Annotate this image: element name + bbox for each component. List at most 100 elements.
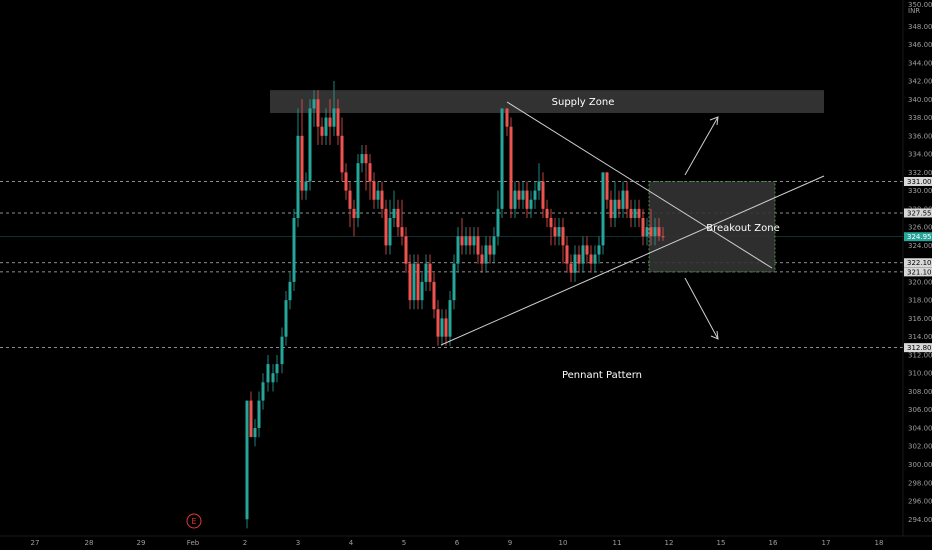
candle — [645, 217, 649, 246]
annotations: Breakout Zone Pennant Pattern E — [186, 223, 780, 529]
candle — [266, 354, 270, 392]
candle-body — [621, 190, 625, 209]
candle — [585, 236, 589, 264]
time-tick-label: 16 — [769, 539, 778, 547]
trend-line[interactable] — [506, 101, 773, 269]
candle — [304, 172, 308, 200]
candle — [308, 99, 312, 191]
pennant-pattern-label: Pennant Pattern — [562, 370, 642, 381]
time-tick-label: 6 — [455, 539, 460, 547]
candle-body — [617, 199, 621, 209]
candle — [432, 272, 436, 319]
candle — [460, 217, 464, 255]
price-tick-label: 296.00 — [908, 498, 932, 506]
price-level-label: 322.10 — [907, 259, 932, 267]
candle — [509, 117, 513, 218]
candle — [271, 364, 275, 392]
candle-body — [266, 364, 270, 383]
candle — [416, 254, 420, 310]
candle-body — [633, 208, 637, 218]
candle — [392, 190, 396, 228]
candle-body — [308, 108, 312, 182]
earnings-marker[interactable]: E — [186, 513, 202, 529]
time-axis[interactable]: 27 28 29 Feb 2 3 4 5 6 9 10 11 12 15 16 17 18 — [0, 535, 932, 547]
candle — [605, 172, 609, 209]
candle-body — [492, 236, 496, 255]
candle — [464, 227, 468, 255]
candle — [348, 181, 352, 228]
supply-zone-label: Supply Zone — [552, 97, 615, 108]
candle — [424, 254, 428, 292]
price-tick-label: 318.00 — [908, 297, 932, 305]
time-tick-label: 4 — [349, 539, 354, 547]
candle — [537, 163, 541, 200]
candle — [573, 245, 577, 282]
candle-body — [416, 263, 420, 301]
candle — [396, 199, 400, 237]
price-tick-label: 304.00 — [908, 424, 932, 432]
trend-line[interactable] — [684, 116, 719, 176]
trend-line[interactable] — [440, 175, 825, 346]
candle-body — [601, 172, 605, 246]
candle — [296, 108, 300, 228]
candle-body — [476, 236, 480, 255]
candle-body — [605, 172, 609, 200]
candle — [541, 172, 545, 218]
candle-body — [549, 217, 553, 228]
time-tick-label: 17 — [822, 539, 831, 547]
candle — [641, 208, 645, 246]
candle-body — [553, 227, 557, 237]
candle — [444, 309, 448, 346]
candle-body — [320, 126, 324, 136]
candle-body — [613, 199, 617, 218]
candle-body — [537, 181, 541, 191]
candle-body — [284, 300, 288, 337]
candle-body — [637, 208, 641, 218]
candle-body — [271, 373, 275, 383]
candle-body — [585, 245, 589, 255]
time-tick-label: 11 — [613, 539, 622, 547]
candle-body — [288, 281, 292, 301]
candle — [312, 90, 316, 127]
price-tick-label: 306.00 — [908, 406, 932, 414]
candle — [436, 300, 440, 346]
candle — [275, 354, 279, 383]
candle-body — [657, 227, 661, 237]
candle-body — [629, 208, 633, 218]
breakout-zone-label: Breakout Zone — [706, 223, 779, 234]
supply-zone-rect[interactable] — [270, 90, 824, 113]
candle-body — [312, 99, 316, 109]
price-tick-label: 312.00 — [908, 351, 932, 359]
price-level-box — [904, 176, 932, 186]
candle — [456, 227, 460, 273]
candle-body — [296, 135, 300, 218]
candle-body — [645, 227, 649, 237]
candle-body — [275, 364, 279, 374]
candle-body — [440, 318, 444, 337]
price-tick-label: 346.00 — [908, 41, 932, 49]
candle-body — [597, 245, 601, 255]
price-tick-label: 316.00 — [908, 315, 932, 323]
candle — [569, 254, 573, 282]
candle-body — [249, 400, 253, 438]
candle — [364, 144, 368, 191]
candle — [332, 81, 336, 136]
candle — [657, 217, 661, 241]
candle — [581, 236, 585, 273]
candle — [352, 199, 356, 237]
price-level-box — [904, 258, 932, 268]
candle-body — [436, 309, 440, 337]
candle — [637, 199, 641, 228]
time-tick-label: 10 — [559, 539, 568, 547]
candle-body — [328, 117, 332, 127]
candle — [261, 373, 265, 410]
trend-line[interactable] — [684, 277, 719, 340]
candle-body — [392, 208, 396, 218]
candle — [380, 181, 384, 218]
time-tick-label: 15 — [717, 539, 726, 547]
trend-lines[interactable] — [440, 101, 825, 346]
price-tick-label: 338.00 — [908, 114, 932, 122]
candle-body — [364, 154, 368, 164]
